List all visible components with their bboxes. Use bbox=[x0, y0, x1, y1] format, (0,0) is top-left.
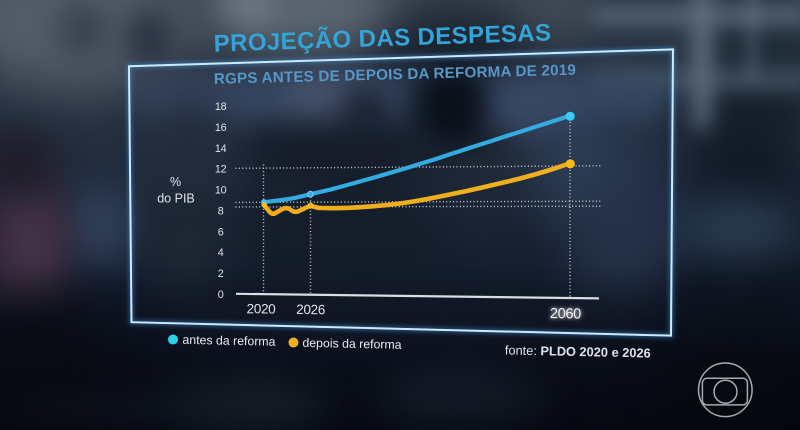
svg-text:2020: 2020 bbox=[246, 301, 275, 316]
svg-text:4: 4 bbox=[218, 247, 224, 259]
svg-text:18: 18 bbox=[215, 101, 227, 113]
svg-text:2: 2 bbox=[218, 268, 224, 280]
svg-text:antes da reforma: antes da reforma bbox=[182, 333, 275, 349]
svg-text:depois da reforma: depois da reforma bbox=[302, 336, 402, 352]
svg-text:8: 8 bbox=[218, 206, 224, 218]
svg-text:2060: 2060 bbox=[550, 306, 582, 322]
svg-text:10: 10 bbox=[215, 185, 227, 197]
svg-text:fonte: PLDO 2020 e 2026: fonte: PLDO 2020 e 2026 bbox=[505, 342, 651, 360]
svg-text:2060: 2060 bbox=[550, 306, 582, 322]
svg-text:%: % bbox=[170, 175, 181, 189]
svg-text:do PIB: do PIB bbox=[157, 192, 195, 206]
svg-text:12: 12 bbox=[215, 164, 227, 176]
svg-text:2026: 2026 bbox=[296, 302, 325, 317]
svg-text:0: 0 bbox=[218, 289, 224, 301]
svg-text:PROJEÇÃO DAS DESPESAS: PROJEÇÃO DAS DESPESAS bbox=[213, 18, 552, 57]
svg-text:14: 14 bbox=[215, 143, 227, 155]
svg-text:16: 16 bbox=[215, 122, 227, 134]
svg-text:6: 6 bbox=[218, 226, 224, 238]
svg-text:RGPS ANTES DE DEPOIS DA REFORM: RGPS ANTES DE DEPOIS DA REFORMA DE 2019 bbox=[214, 62, 577, 88]
